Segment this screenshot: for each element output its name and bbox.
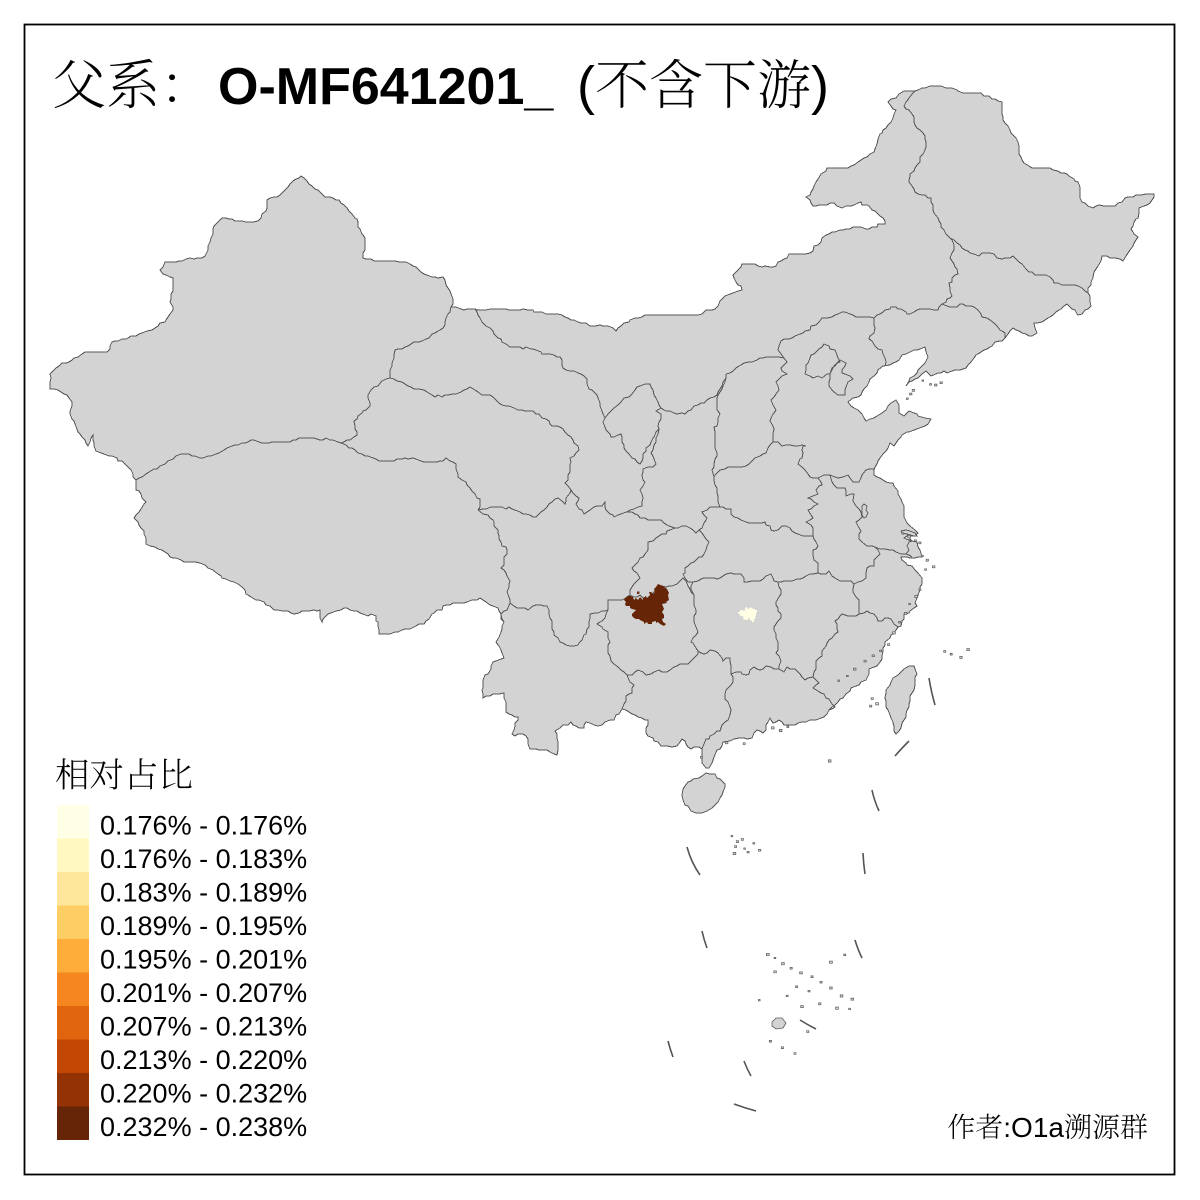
map-layer [49, 85, 1155, 1112]
legend-swatch [57, 972, 89, 1006]
legend-swatch [57, 805, 89, 839]
legend-label: 0.176% - 0.183% [100, 844, 307, 874]
author-credit: 作者:O1a溯源群 [947, 1106, 1148, 1146]
region-highlight-max-dot [637, 591, 640, 594]
figure-title: 父系： O-MF641201_ (不含下游) [52, 43, 829, 120]
legend-swatch [57, 1106, 89, 1140]
figure-title-suffix: (不含下游) [577, 43, 829, 120]
legend-label: 0.176% - 0.176% [100, 811, 307, 841]
legend-swatch [57, 1006, 89, 1040]
legend-label: 0.220% - 0.232% [100, 1079, 307, 1109]
legend-swatch [57, 872, 89, 906]
legend-label: 0.201% - 0.207% [100, 978, 307, 1008]
legend-label: 0.207% - 0.213% [100, 1012, 307, 1042]
gaoyou-lake [861, 503, 869, 519]
legend-swatch [57, 838, 89, 872]
legend-swatch [57, 1073, 89, 1107]
legend-label: 0.189% - 0.195% [100, 911, 307, 941]
province-borders [135, 90, 1089, 750]
legend-swatch [57, 1039, 89, 1073]
nine-dash-line [667, 677, 936, 1112]
mainland-shape [49, 85, 1155, 769]
legend-label: 0.195% - 0.201% [100, 945, 307, 975]
south-china-sea-island [771, 1017, 787, 1030]
figure-title-prefix: 父系： [52, 43, 214, 120]
legend-title: 相对占比 [55, 747, 193, 797]
hainan-island [681, 772, 726, 814]
legend-label: 0.183% - 0.189% [100, 878, 307, 908]
legend-label: 0.232% - 0.238% [100, 1112, 307, 1142]
legend-swatch [57, 939, 89, 973]
figure-title-code: O-MF641201_ [218, 58, 554, 116]
region-highlight-max [624, 584, 669, 626]
taiwan-island [884, 665, 918, 735]
minor-islands [700, 379, 970, 1055]
legend-label: 0.213% - 0.220% [100, 1045, 307, 1075]
region-highlight-min [738, 607, 757, 623]
plot-frame [23, 23, 1176, 1176]
legend-swatch [57, 905, 89, 939]
legend: 相对占比 0.176% - 0.176% 0.176% - 0.183% 0.1… [55, 747, 307, 1142]
